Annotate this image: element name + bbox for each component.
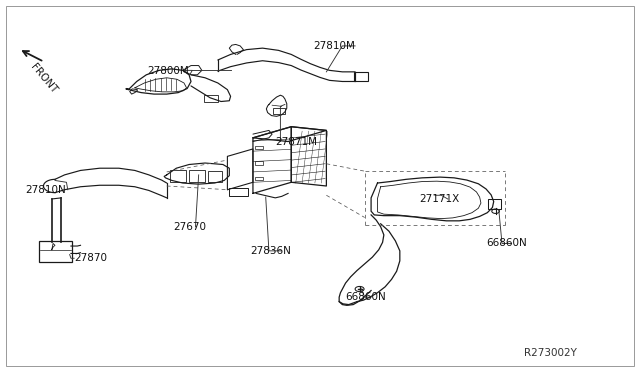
- Text: 27871M: 27871M: [275, 137, 317, 147]
- Bar: [255, 145, 262, 149]
- Text: 27836N: 27836N: [250, 246, 291, 256]
- Bar: [273, 108, 285, 114]
- Bar: [229, 188, 248, 196]
- Bar: [170, 170, 186, 182]
- Text: 66860N: 66860N: [486, 238, 527, 248]
- Bar: [189, 170, 205, 182]
- Bar: [207, 171, 221, 182]
- Bar: [354, 72, 368, 81]
- Bar: [255, 161, 262, 165]
- Text: 27670: 27670: [173, 222, 206, 232]
- Text: 27800M: 27800M: [148, 66, 189, 76]
- Bar: [204, 95, 218, 102]
- Text: 27810M: 27810M: [314, 41, 355, 51]
- Text: 27810N: 27810N: [25, 185, 66, 195]
- Bar: [255, 177, 262, 180]
- Text: 27870: 27870: [74, 253, 107, 263]
- Text: 66860N: 66860N: [346, 292, 387, 302]
- Text: R273002Y: R273002Y: [524, 348, 577, 358]
- Text: FRONT: FRONT: [29, 62, 60, 95]
- Text: 27171X: 27171X: [419, 194, 460, 204]
